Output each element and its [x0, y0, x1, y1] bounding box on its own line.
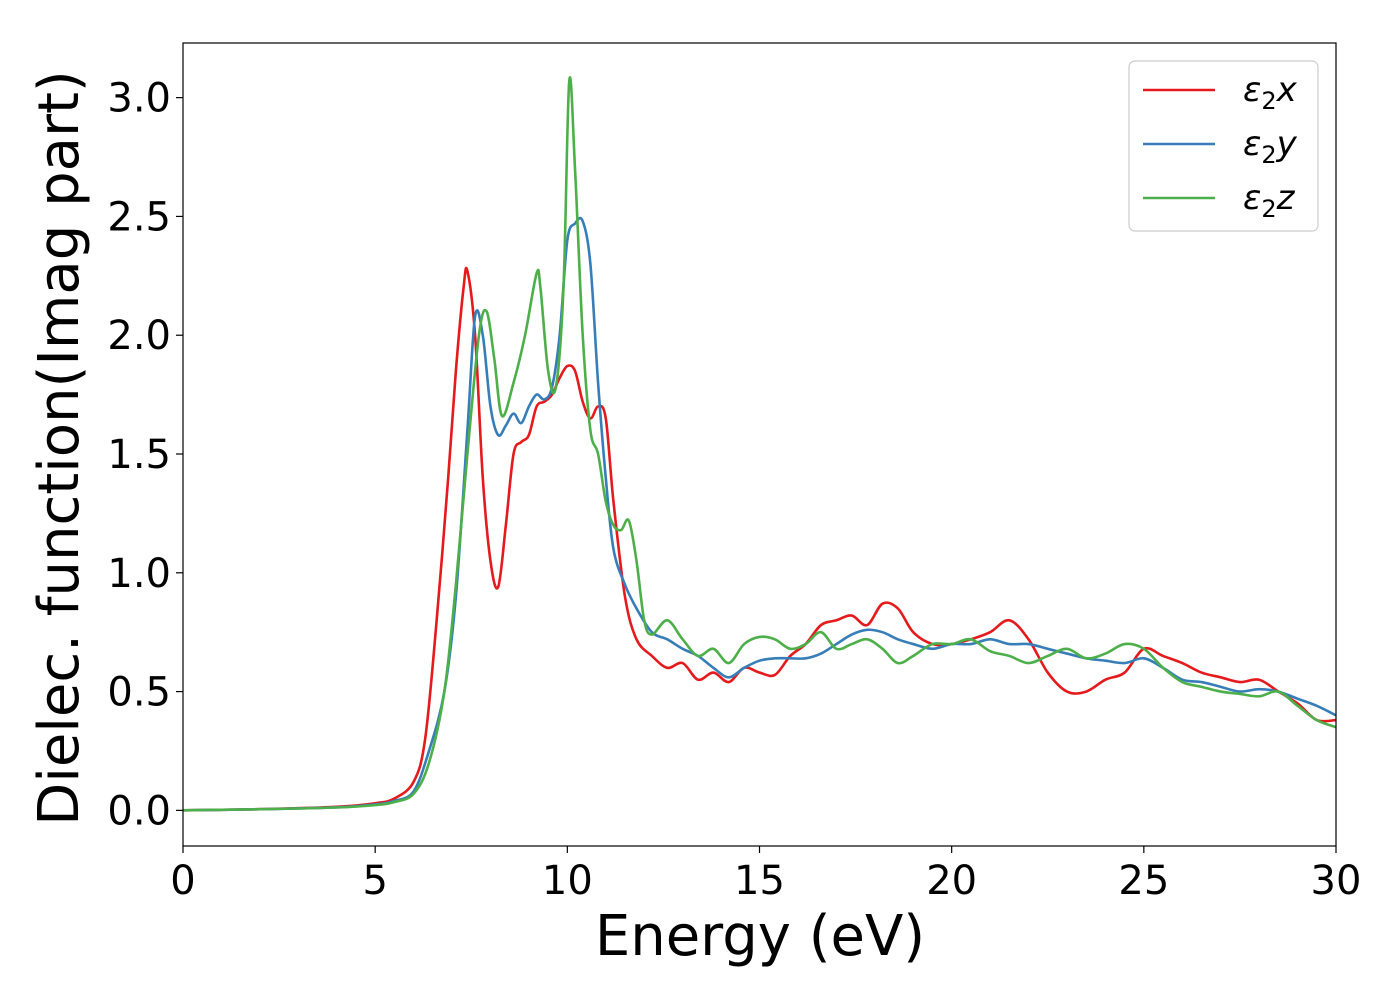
legend-label-y: ε2y — [1243, 124, 1298, 169]
x-tick-label: 25 — [1118, 858, 1169, 904]
y-tick-label: 0.0 — [107, 788, 171, 834]
series-line-z — [183, 76, 1336, 812]
x-tick-label: 10 — [542, 858, 593, 904]
x-axis-title: Energy (eV) — [595, 904, 925, 969]
x-tick-label: 20 — [926, 858, 977, 904]
legend: ε2x ε2y ε2z — [1128, 60, 1319, 232]
series-lines-layer — [183, 76, 1336, 812]
y-tick-label: 1.0 — [107, 551, 171, 597]
y-tick-label: 1.5 — [107, 432, 171, 478]
y-tick-label: 2.0 — [107, 313, 171, 359]
x-tick-label: 30 — [1311, 858, 1362, 904]
legend-box — [1128, 60, 1319, 232]
series-line-y — [183, 216, 1336, 812]
x-tick-label: 5 — [362, 858, 387, 904]
y-axis-title: Dielec. function(Imag part) — [27, 70, 92, 826]
legend-label-x: ε2x — [1243, 70, 1298, 115]
legend-label-z: ε2z — [1243, 178, 1296, 223]
x-tick-label: 15 — [734, 858, 785, 904]
axes-layer: 0 5 10 15 20 25 30 0.0 0.5 1.0 1.5 2.0 2.5 3.0 — [107, 42, 1362, 904]
y-tick-label: 0.5 — [107, 670, 171, 716]
x-tick-label: 0 — [170, 858, 195, 904]
series-line-x — [183, 266, 1336, 812]
y-tick-label: 2.5 — [107, 194, 171, 240]
y-tick-label: 3.0 — [107, 76, 171, 122]
